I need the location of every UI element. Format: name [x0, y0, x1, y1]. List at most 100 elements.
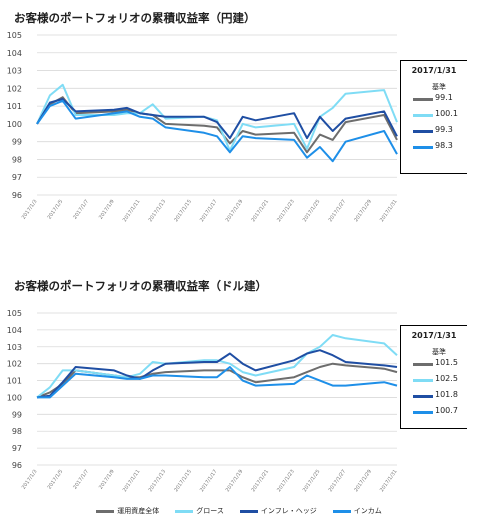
- x-tick-label: 2017/1/13: [148, 469, 168, 493]
- legend-swatch: [332, 509, 351, 513]
- legend-item-income: インカム: [332, 506, 382, 516]
- series-line-inflation-hedge: [36, 349, 398, 399]
- y-tick-label: 100: [7, 120, 22, 129]
- y-tick-label: 105: [7, 309, 22, 318]
- x-tick-label: 2017/1/17: [199, 199, 219, 223]
- series-swatch: [413, 146, 433, 149]
- x-tick-label: 2017/1/3: [21, 199, 39, 221]
- x-tick-label: 2017/1/25: [302, 199, 322, 223]
- series-line-income: [36, 99, 398, 163]
- x-tick-label: 2017/1/15: [173, 199, 193, 223]
- panel-base-label: 基準: [432, 83, 446, 91]
- x-tick-label: 2017/1/19: [225, 199, 245, 223]
- legend-label: 運用資産全体: [117, 507, 160, 515]
- legend-swatch: [239, 509, 258, 513]
- y-tick-label: 104: [7, 49, 22, 58]
- series-swatch: [413, 363, 433, 366]
- panel-row-inflation-hedge: 99.3: [401, 124, 467, 140]
- x-tick-label: 2017/1/7: [72, 199, 90, 221]
- x-tick-label: 2017/1/17: [199, 469, 219, 493]
- x-tick-label: 2017/1/19: [225, 469, 245, 493]
- legend-item-inflation-hedge: インフレ・ヘッジ: [239, 506, 317, 516]
- y-tick-label: 104: [7, 326, 22, 335]
- series-swatch: [413, 379, 433, 382]
- panel-row-income: 100.7: [401, 405, 467, 421]
- x-tick-label: 2017/1/5: [47, 469, 65, 491]
- x-tick-label: 2017/1/11: [122, 469, 142, 493]
- x-tick-label: 2017/1/9: [98, 199, 116, 221]
- x-tick-label: 2017/1/3: [21, 469, 39, 491]
- panel-row-growth: 100.1: [401, 108, 467, 124]
- y-tick-label: 98: [12, 155, 22, 164]
- legend-swatch: [175, 509, 194, 513]
- y-tick-label: 101: [7, 102, 22, 111]
- legend-swatch: [96, 509, 115, 513]
- panel-value: 101.5: [435, 358, 458, 367]
- y-tick-label: 97: [12, 173, 22, 182]
- value-panel-dollar: 2017/1/31 基準 101.5 102.5 101.8 100.7: [400, 325, 467, 429]
- x-tick-label: 2017/1/21: [250, 199, 270, 223]
- legend-label: インフレ・ヘッジ: [260, 507, 317, 515]
- legend: 運用資産全体 グロース インフレ・ヘッジ インカム: [0, 506, 478, 516]
- value-panel-yen: 2017/1/31 基準 99.1 100.1 99.3 98.3: [400, 60, 467, 174]
- panel-row-all-assets: 99.1: [401, 92, 467, 108]
- panel-row-income: 98.3: [401, 140, 467, 156]
- x-tick-label: 2017/1/5: [47, 199, 65, 221]
- y-tick-label: 99: [12, 138, 22, 147]
- legend-item-all-assets: 運用資産全体: [96, 506, 159, 516]
- legend-label: グロース: [196, 507, 224, 515]
- panel-row-inflation-hedge: 101.8: [401, 389, 467, 405]
- series-swatch: [413, 395, 433, 398]
- y-tick-label: 102: [7, 360, 22, 369]
- series-line-growth: [36, 334, 398, 399]
- series-line-income: [37, 366, 398, 399]
- x-tick-label: 2017/1/31: [379, 469, 399, 493]
- chart-title-dollar: お客様のポートフォリオの累積収益率（ドル建）: [14, 279, 267, 293]
- chart-title-yen: お客様のポートフォリオの累積収益率（円建）: [14, 11, 256, 25]
- panel-value: 101.8: [435, 390, 458, 399]
- x-tick-label: 2017/1/25: [302, 469, 322, 493]
- panel-value: 98.3: [435, 141, 453, 150]
- panel-row-all-assets: 101.5: [401, 357, 467, 373]
- x-tick-label: 2017/1/23: [276, 469, 296, 493]
- chart-yen: 96 97 98 99 100 101 102 103 104 105 2017/1/3 2017/1…: [7, 31, 399, 223]
- panel-value: 99.3: [435, 125, 453, 134]
- panel-value: 102.5: [435, 374, 458, 383]
- series-line-growth: [36, 83, 398, 152]
- y-tick-label: 101: [7, 377, 22, 386]
- x-tick-label: 2017/1/27: [328, 199, 348, 223]
- x-tick-label: 2017/1/31: [379, 199, 399, 223]
- chart-dollar: 96 97 98 99 100 101 102 103 104 105 2017/1/3 2017/1…: [7, 309, 399, 493]
- series-swatch: [413, 98, 433, 101]
- x-tick-label: 2017/1/21: [250, 469, 270, 493]
- panel-value: 100.1: [435, 109, 458, 118]
- y-tick-label: 98: [12, 427, 22, 436]
- panel-value: 99.1: [435, 93, 453, 102]
- panel-base-label: 基準: [432, 348, 446, 356]
- panel-row-growth: 102.5: [401, 373, 467, 389]
- series-line-all-assets: [36, 96, 398, 154]
- series-swatch: [413, 411, 433, 414]
- x-tick-label: 2017/1/29: [353, 199, 373, 223]
- series-swatch: [413, 114, 433, 117]
- series-line-inflation-hedge: [36, 98, 398, 140]
- x-tick-label: 2017/1/13: [148, 199, 168, 223]
- x-tick-label: 2017/1/15: [173, 469, 193, 493]
- y-tick-label: 100: [7, 393, 22, 402]
- x-tick-label: 2017/1/29: [353, 469, 373, 493]
- y-tick-label: 105: [7, 31, 22, 40]
- x-tick-label: 2017/1/7: [72, 469, 90, 491]
- x-tick-label: 2017/1/11: [122, 199, 142, 223]
- panel-date: 2017/1/31: [411, 66, 457, 75]
- x-tick-label: 2017/1/9: [98, 469, 116, 491]
- y-tick-label: 103: [7, 343, 22, 352]
- y-tick-label: 102: [7, 84, 22, 93]
- y-tick-label: 96: [12, 461, 22, 470]
- panel-date: 2017/1/31: [411, 331, 457, 340]
- x-tick-label: 2017/1/23: [276, 199, 296, 223]
- panel-value: 100.7: [435, 406, 458, 415]
- y-tick-label: 97: [12, 444, 22, 453]
- legend-label: インカム: [353, 507, 382, 515]
- legend-item-growth: グロース: [175, 506, 224, 516]
- x-tick-label: 2017/1/27: [328, 469, 348, 493]
